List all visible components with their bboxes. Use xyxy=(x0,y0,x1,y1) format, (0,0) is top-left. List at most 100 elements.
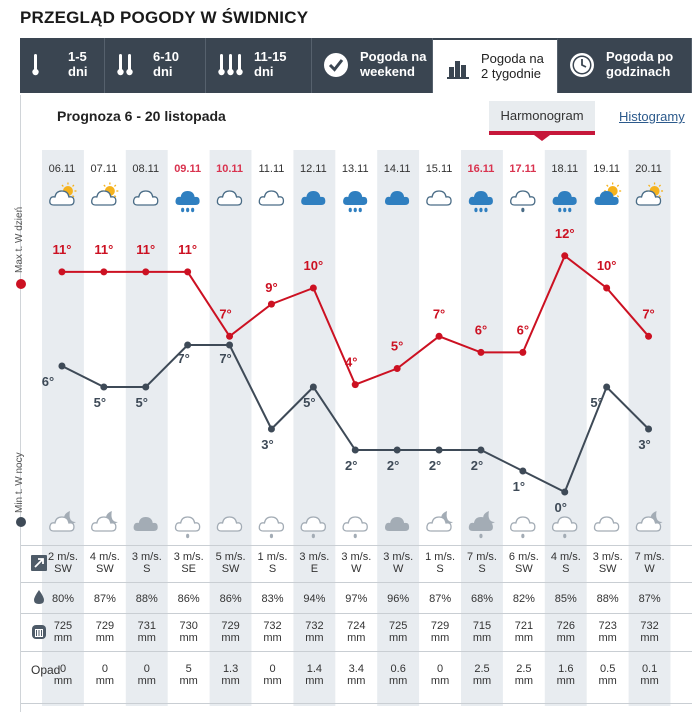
pressure-cell: 730 mm xyxy=(179,620,198,644)
precip-cell: 0 mm xyxy=(263,663,282,687)
table-bottom-border xyxy=(21,703,692,704)
day-date: 12.11 xyxy=(300,163,327,175)
day-date: 11.11 xyxy=(258,163,284,175)
rain-cloud-light-icon xyxy=(510,190,536,213)
pressure-cell: 725 mm xyxy=(53,620,73,644)
thermometer-2-icon xyxy=(117,54,133,76)
precip-cell: 5 mm xyxy=(179,663,198,687)
cloud-icon xyxy=(426,190,452,206)
day-date: 17.11 xyxy=(509,163,536,175)
pressure-cell: 721 mm xyxy=(514,620,534,644)
precip-cell: 3.4 mm xyxy=(347,663,366,687)
humidity-cell: 85% xyxy=(554,593,577,605)
dark-cloud-icon xyxy=(384,191,410,205)
rain-cloud-icon xyxy=(175,191,200,213)
temp-max-point xyxy=(351,381,359,389)
precip-cell: 1.4 mm xyxy=(305,663,324,687)
tab-6[interactable]: Pogoda po godzinach xyxy=(558,38,692,93)
sun-cloud-dark-icon xyxy=(594,182,622,205)
checkmark-circle-icon xyxy=(324,53,348,77)
wind-cell: 4 m/s. SW xyxy=(89,551,120,575)
rain-cloud-light-icon xyxy=(174,516,201,539)
tab-label: 6-10 dni xyxy=(153,49,180,79)
humidity-cell: 87% xyxy=(93,593,116,605)
tab-4[interactable]: Pogoda na weekend xyxy=(312,38,433,93)
temp-min-label: 5° xyxy=(590,395,602,410)
tab-3[interactable]: 11-15 dni xyxy=(206,38,312,93)
tab-5[interactable]: Pogoda na 2 tygodnie xyxy=(433,38,558,93)
temp-max-label: 6° xyxy=(517,322,529,337)
temp-min-label: 1° xyxy=(513,479,525,494)
humidity-cell: 88% xyxy=(135,593,158,605)
pressure-cell: 725 mm xyxy=(389,620,408,644)
wind-cell: 2 m/s. SW xyxy=(48,551,78,575)
temp-min-label: 5° xyxy=(94,395,106,410)
temperature-chart: 06.11 07.11 08.11 09.11 10.11 11.11 12.11 13.11… xyxy=(42,150,671,706)
temp-min-label: 5° xyxy=(303,395,315,410)
table-row xyxy=(21,613,692,651)
moon-rain-cloud-icon xyxy=(468,511,495,539)
temp-max-label: 11° xyxy=(136,242,155,257)
wind-cell: 3 m/s. SW xyxy=(592,551,623,575)
pressure-cell: 724 mm xyxy=(347,620,366,644)
precip-cell: 0 mm xyxy=(430,663,450,687)
dark-cloud-icon xyxy=(301,191,326,205)
forecast-panel: Prognoza 6 - 20 listopada Harmonogram Hi… xyxy=(14,95,692,712)
temp-min-label: 0° xyxy=(555,500,567,515)
wind-arrow-icon xyxy=(31,555,47,571)
cloud-icon xyxy=(132,190,159,206)
temp-max-label: 10° xyxy=(304,258,324,273)
temp-min-label: 2° xyxy=(387,458,399,473)
wind-cell: 1 m/s. S xyxy=(257,551,288,575)
precip-cell: 0.1 mm xyxy=(640,663,659,687)
temp-min-point xyxy=(351,446,359,454)
temp-min-point xyxy=(519,467,527,475)
temp-max-label: 12° xyxy=(555,226,575,241)
cloud-icon xyxy=(216,190,243,206)
tab-2[interactable]: 6-10 dni xyxy=(105,38,206,93)
cloud-icon xyxy=(593,516,620,532)
temp-min-point xyxy=(58,362,66,370)
temp-max-point xyxy=(267,300,275,308)
active-caret xyxy=(534,135,550,141)
temp-min-point xyxy=(603,383,611,391)
pressure-cell: 723 mm xyxy=(598,620,617,644)
tab-label: Pogoda po godzinach xyxy=(606,49,674,79)
pressure-cell: 729 mm xyxy=(95,620,115,644)
temp-min-label: 2° xyxy=(345,458,357,473)
temp-max-point xyxy=(142,268,150,276)
humidity-cell: 82% xyxy=(512,593,535,605)
temp-min-label: 3° xyxy=(261,437,273,452)
cloud-icon xyxy=(216,516,243,532)
rain-cloud-light-icon xyxy=(300,516,327,539)
dark-cloud-icon xyxy=(133,517,158,531)
wind-cell: 7 m/s. W xyxy=(634,551,665,575)
day-date: 07.11 xyxy=(90,163,117,175)
precip-cell: 0.5 mm xyxy=(598,663,617,687)
day-date: 14.11 xyxy=(384,163,411,175)
view-harmonogram-tab[interactable]: Harmonogram xyxy=(489,101,595,141)
temp-max-point xyxy=(435,332,443,340)
temp-min-label: 2° xyxy=(471,458,483,473)
rain-cloud-light-icon xyxy=(551,516,578,539)
humidity-cell: 88% xyxy=(596,593,619,605)
thermometer-3-icon xyxy=(218,54,243,76)
pressure-gauge-icon xyxy=(32,625,46,639)
rain-cloud-light-icon xyxy=(510,516,536,539)
humidity-cell: 94% xyxy=(303,593,326,605)
tab-label: 11-15 dni xyxy=(254,49,287,79)
tab-label: Pogoda na weekend xyxy=(360,49,427,79)
tab-label: Pogoda na 2 tygodnie xyxy=(481,51,544,81)
sun-cloud-icon xyxy=(49,182,77,206)
thermometer-1-icon xyxy=(32,54,39,76)
temp-min-label: 5° xyxy=(136,395,148,410)
tab-1[interactable]: 1-5 dni xyxy=(20,38,105,93)
temp-min-point xyxy=(226,341,234,349)
precip-cell: 0 mm xyxy=(53,663,73,687)
temp-min-label: 3° xyxy=(638,437,650,452)
temp-min-point xyxy=(267,425,275,433)
day-date: 13.11 xyxy=(342,163,369,175)
temp-min-label: 7° xyxy=(177,351,189,366)
temp-min-point xyxy=(477,446,485,454)
view-histogramy-link[interactable]: Histogramy xyxy=(619,109,685,124)
